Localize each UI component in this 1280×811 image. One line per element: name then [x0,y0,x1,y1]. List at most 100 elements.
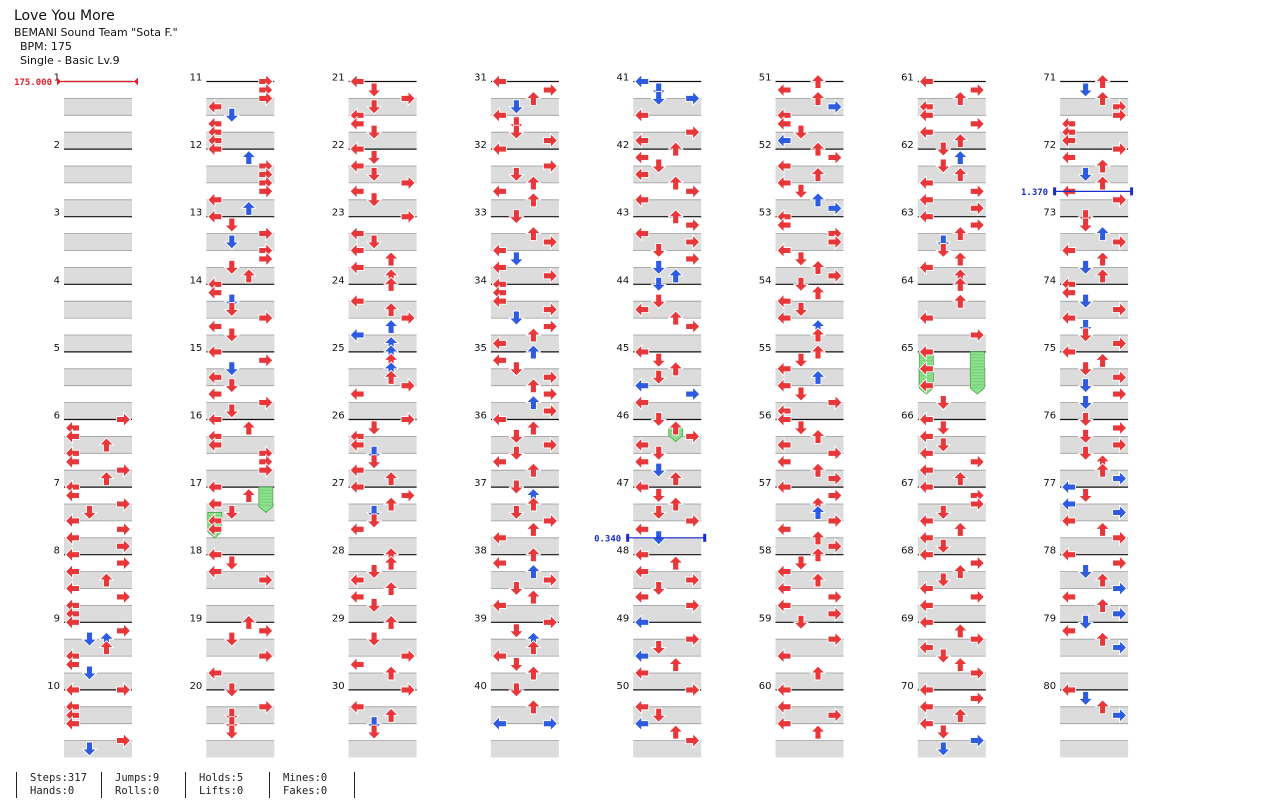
difficulty-label: Single - Basic Lv.9 [20,54,120,67]
down-arrow-icon [223,361,240,377]
left-arrow-icon [1060,310,1077,327]
beat-band [348,335,417,352]
down-arrow-icon [650,158,667,174]
measure-number: 3 [54,208,60,219]
right-arrow-icon [400,648,416,665]
right-arrow-icon [969,183,985,200]
beat-band [206,639,275,657]
beat-band [775,368,844,386]
left-arrow-icon [634,107,650,124]
beat-band [64,267,132,285]
down-arrow-icon [81,504,98,521]
left-arrow-icon [1060,681,1077,698]
measure-number: 43 [616,208,629,219]
measure-number: 61 [901,73,914,84]
stat-holds: Holds:5 [199,772,244,784]
measure-number: 29 [332,613,345,624]
down-arrow-icon [1077,690,1094,707]
measure-number: 65 [901,343,914,354]
up-arrow-icon [809,327,827,343]
down-arrow-icon [508,209,525,225]
beat-band [917,368,986,386]
beat-band [206,740,275,758]
measure-number: 47 [616,478,629,489]
right-arrow-icon [400,377,416,394]
left-arrow-icon [776,436,792,453]
left-arrow-icon [349,157,365,175]
beat-band [348,199,417,217]
measure-number: 40 [474,681,487,692]
down-arrow-icon [508,310,525,326]
down-arrow-icon [1077,564,1094,580]
beat-band [490,267,559,285]
right-arrow-icon [827,445,843,462]
left-arrow-icon [491,73,507,90]
right-arrow-icon [685,631,701,648]
left-arrow-icon [776,115,792,132]
beat-band [1060,233,1129,251]
hold-note [258,486,274,513]
up-arrow-icon [1094,572,1111,588]
beat-band [775,98,844,116]
beat-band [917,706,986,724]
up-arrow-icon [1094,631,1111,647]
up-arrow-icon [383,251,400,267]
beat-band [1060,673,1129,690]
up-arrow-icon [240,487,257,503]
beat-band [64,335,132,352]
measure-number: 17 [190,478,203,489]
right-arrow-icon [969,555,985,572]
measure-number: 58 [759,546,772,557]
right-arrow-icon [258,310,274,327]
up-arrow-icon [525,496,542,512]
measure-number: 63 [901,208,914,219]
right-arrow-icon [542,571,559,589]
left-arrow-icon [349,571,365,589]
left-arrow-icon [491,183,507,200]
down-arrow-icon [366,513,383,529]
marker-cap-right [703,533,707,542]
beat-band [206,605,275,623]
beat-band [1060,639,1129,657]
measure-number: 69 [901,613,914,624]
measure-number: 53 [759,208,772,219]
down-arrow-icon [508,99,525,115]
up-arrow-icon [809,428,827,444]
down-arrow-icon [935,437,952,453]
up-arrow-icon [952,623,969,639]
down-arrow-icon [223,716,240,732]
up-arrow-icon [952,149,969,165]
stats-separator [354,772,355,798]
right-arrow-icon [542,369,559,386]
left-arrow-icon [776,698,792,715]
left-arrow-icon [634,377,650,394]
right-arrow-icon [542,715,559,732]
left-arrow-icon [918,597,934,614]
down-arrow-icon [935,420,952,436]
beat-band [633,368,702,386]
measure-number: 42 [616,140,629,151]
marker-cap-left [57,77,61,86]
beat-band [1060,98,1129,116]
left-arrow-icon [491,293,507,310]
measure-number: 28 [332,546,345,557]
beat-band [775,335,844,352]
measure-number: 8 [54,546,60,557]
measure-number: 35 [474,343,487,354]
step-chart: 1234567891011121314151617181920212223242… [14,73,1134,758]
left-arrow-icon [634,588,650,605]
beat-band [64,166,132,183]
up-arrow-icon [667,209,684,225]
left-arrow-icon [776,360,792,377]
down-arrow-icon [366,99,383,115]
down-arrow-icon [650,504,667,521]
left-arrow-icon [349,326,365,344]
marker-cap-right [134,77,138,86]
stats-separator [16,772,17,798]
stats-separator [269,772,270,798]
right-arrow-icon [827,707,843,724]
marker-label: 0.340 [594,534,621,544]
left-arrow-icon [64,681,80,698]
measure-number: 76 [1043,411,1056,422]
beat-band [348,740,417,758]
